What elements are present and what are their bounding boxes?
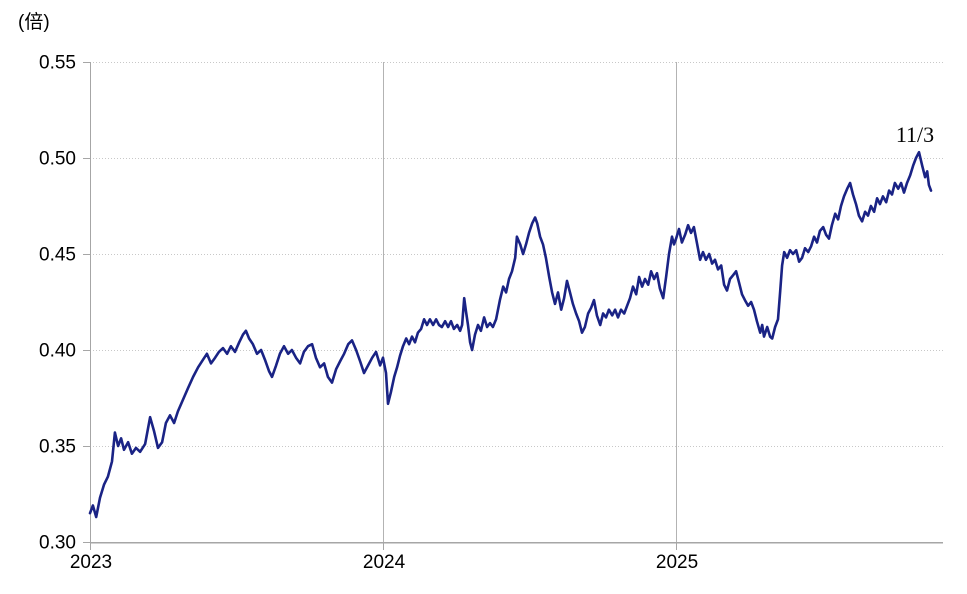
- y-tick-label-0.55: 0.55: [39, 53, 76, 74]
- axes: [90, 62, 943, 544]
- y-tick-label-0.35: 0.35: [39, 437, 76, 458]
- x-tick-label-2025: 2025: [656, 552, 698, 573]
- y-tick-label-0.50: 0.50: [39, 149, 76, 170]
- vertical-gridlines: [383, 62, 677, 542]
- x-tick-labels: 2023 2024 2025: [70, 552, 698, 573]
- y-tick-label-0.40: 0.40: [39, 341, 76, 362]
- y-tick-label-0.45: 0.45: [39, 245, 76, 266]
- x-tick-label-2023: 2023: [70, 552, 112, 573]
- annotation-11-3: 11/3: [896, 122, 934, 147]
- y-tick-label-0.30: 0.30: [39, 533, 76, 554]
- ratio-series-line: [88, 150, 933, 519]
- x-tick-label-2024: 2024: [363, 552, 406, 573]
- y-tick-labels: 0.30 0.35 0.40 0.45 0.50 0.55: [39, 53, 76, 554]
- tick-marks: [83, 62, 677, 550]
- y-axis-unit-label: (倍): [18, 11, 50, 33]
